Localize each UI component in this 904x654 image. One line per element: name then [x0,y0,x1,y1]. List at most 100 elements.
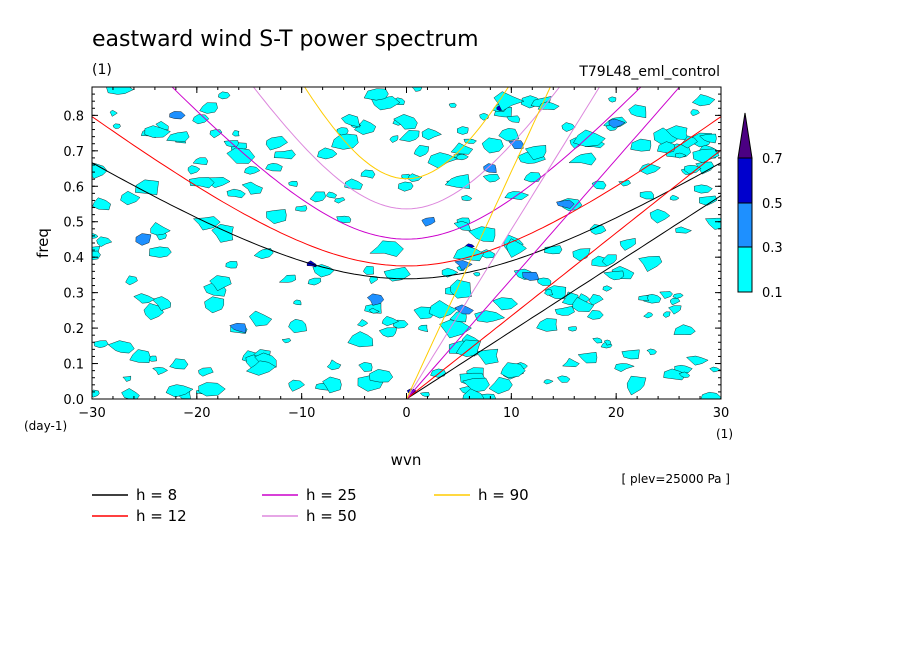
contour-patch [96,236,113,247]
y-tick-label: 0.8 [63,109,84,124]
contour-patch [543,379,554,385]
contour-patch [639,163,661,175]
contour-patch [223,140,239,148]
contour-patch [444,174,470,189]
colorbar-label-0-5: 0.5 [762,197,783,212]
contour-patch-level-1 [453,245,484,262]
plev-note: [ plev=25000 Pa ] [621,472,730,486]
contour-patch [543,289,554,296]
contour-patch [144,125,171,138]
contour-patch [189,177,215,189]
contour-patch [312,264,335,278]
contour-patch [241,181,263,195]
contour-patch [475,348,499,365]
contour-patch [151,296,172,311]
contour-patch [363,88,389,101]
contour-patch [488,376,513,395]
contour-patch [166,131,190,142]
contour-patch [448,102,457,108]
contour-patch [266,209,287,224]
contour-patch [589,224,607,235]
gravity-curve-h50 [252,87,561,210]
contour-patch [169,358,189,370]
colorbar-label-0-1: 0.1 [762,286,783,301]
contour-patch [358,362,373,372]
contour-patch [411,87,423,92]
legend-item-h12: h = 12 [92,507,187,525]
contour-patch [134,179,159,196]
kelvin-curve-h12 [406,149,721,399]
contour-patch [455,153,469,161]
contour-patch [378,327,398,338]
y-tick-label: 0.5 [63,216,84,231]
contour-patch [226,188,246,199]
legend-label: h = 90 [478,486,529,504]
contour-patch [691,94,716,107]
contour-patch [120,190,141,206]
contour-patch [568,326,577,332]
contour-patch [155,121,169,131]
contour-patch [336,215,352,223]
legend-label: h = 50 [306,507,357,525]
gravity-curve-h90 [304,87,509,180]
contour-patch [92,162,108,179]
contour-patch [601,254,617,267]
contour-patch [93,340,109,348]
contour-patch [92,250,101,261]
contour-patch [92,197,111,211]
y-unit-label: (day-1) [24,419,67,433]
colorbar-label-0-3: 0.3 [762,241,783,256]
contour-patch [383,266,411,282]
contour-patch [253,248,274,259]
contour-patch [695,161,715,175]
contour-patch [699,195,718,206]
x-tick-label: −30 [78,406,105,421]
contour-patch [659,291,673,299]
axis-ticks: −30 −20 −10 0 10 20 30 0.0 0.1 0.2 0.3 0.4 0.5 0.6 0.7… [63,87,729,421]
contour-patch [109,109,118,117]
contour-patch [500,362,526,378]
contour-patch [638,295,649,302]
contour-patch [265,135,288,151]
contour-patch [544,245,563,255]
colorbar-band-0-5 [737,157,753,204]
contour-patch [481,137,504,154]
legend-label: h = 25 [306,486,357,504]
contour-patch [244,166,261,175]
legend-label: h = 12 [136,507,187,525]
contour-patch-level-1 [450,279,472,299]
y-tick-label: 0.7 [63,145,84,160]
contour-patch [150,222,171,236]
dispersion-curves [92,87,721,399]
contour-patch [602,285,613,292]
contour-patch-level-2 [169,111,186,120]
x-tick-label: 10 [503,406,520,421]
contour-patch [473,272,481,277]
spectrum-contours [92,87,721,399]
kelvin-curve-h90 [406,87,551,399]
contour-patch [628,104,647,119]
x-unit-label: (1) [716,427,733,441]
contour-patch-level-2 [522,271,540,281]
contour-patch [165,384,194,398]
contour-patch-level-2 [556,199,575,209]
contour-patch [225,261,238,269]
contour-patch [453,221,471,232]
run-name: T79L48_eml_control [578,64,720,80]
contour-patch [568,152,597,166]
contour-patch [673,324,696,335]
contour-patch [232,130,240,137]
contour-patch [211,224,234,243]
gravity-curve-h25 [171,87,642,240]
kelvin-curve-h50 [406,87,601,399]
contour-patch [554,305,575,316]
contour-patch [125,275,138,286]
contour-patch [288,318,307,334]
contour-patch [317,147,338,160]
contour-patch [418,324,429,333]
contour-patch [603,270,625,281]
contour-patch [536,318,558,332]
contour-patch [680,135,698,149]
y-tick-label: 0.4 [63,251,84,266]
